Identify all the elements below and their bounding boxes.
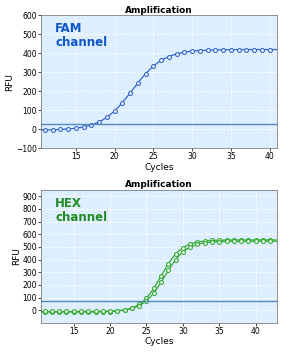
X-axis label: Cycles: Cycles (144, 338, 174, 346)
Text: HEX
channel: HEX channel (55, 196, 107, 224)
Text: FAM
channel: FAM channel (55, 22, 107, 49)
Y-axis label: RFU: RFU (12, 247, 21, 265)
X-axis label: Cycles: Cycles (144, 163, 174, 172)
Title: Amplification: Amplification (125, 180, 193, 189)
Title: Amplification: Amplification (125, 6, 193, 14)
Y-axis label: RFU: RFU (6, 73, 14, 91)
